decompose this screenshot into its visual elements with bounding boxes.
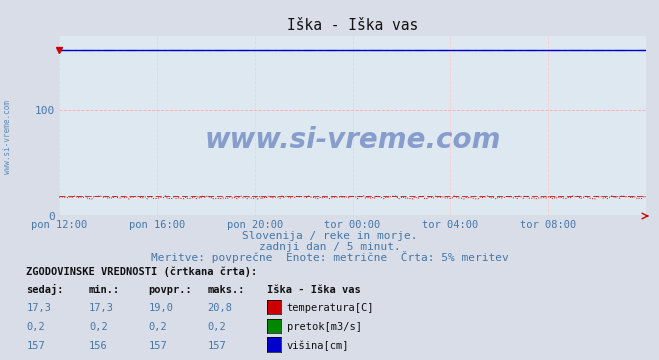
Text: 0,2: 0,2 (148, 322, 167, 332)
Text: 17,3: 17,3 (89, 303, 114, 314)
Text: višina[cm]: višina[cm] (287, 341, 349, 351)
Text: www.si-vreme.com: www.si-vreme.com (204, 126, 501, 154)
Title: Iška - Iška vas: Iška - Iška vas (287, 18, 418, 33)
Text: 157: 157 (148, 341, 167, 351)
Text: pretok[m3/s]: pretok[m3/s] (287, 322, 362, 332)
Text: 0,2: 0,2 (89, 322, 107, 332)
Text: zadnji dan / 5 minut.: zadnji dan / 5 minut. (258, 242, 401, 252)
Text: min.:: min.: (89, 285, 120, 295)
Text: ZGODOVINSKE VREDNOSTI (črtkana črta):: ZGODOVINSKE VREDNOSTI (črtkana črta): (26, 267, 258, 278)
Text: 17,3: 17,3 (26, 303, 51, 314)
Text: 157: 157 (208, 341, 226, 351)
Text: www.si-vreme.com: www.si-vreme.com (3, 100, 13, 174)
Text: sedaj:: sedaj: (26, 284, 64, 295)
Text: maks.:: maks.: (208, 285, 245, 295)
Text: Iška - Iška vas: Iška - Iška vas (267, 285, 360, 295)
Text: Meritve: povprečne  Enote: metrične  Črta: 5% meritev: Meritve: povprečne Enote: metrične Črta:… (151, 251, 508, 263)
Text: Slovenija / reke in morje.: Slovenija / reke in morje. (242, 231, 417, 242)
Text: 0,2: 0,2 (208, 322, 226, 332)
Text: 156: 156 (89, 341, 107, 351)
Text: povpr.:: povpr.: (148, 285, 192, 295)
Text: 20,8: 20,8 (208, 303, 233, 314)
Text: temperatura[C]: temperatura[C] (287, 303, 374, 314)
Text: 157: 157 (26, 341, 45, 351)
Text: 0,2: 0,2 (26, 322, 45, 332)
Text: 19,0: 19,0 (148, 303, 173, 314)
